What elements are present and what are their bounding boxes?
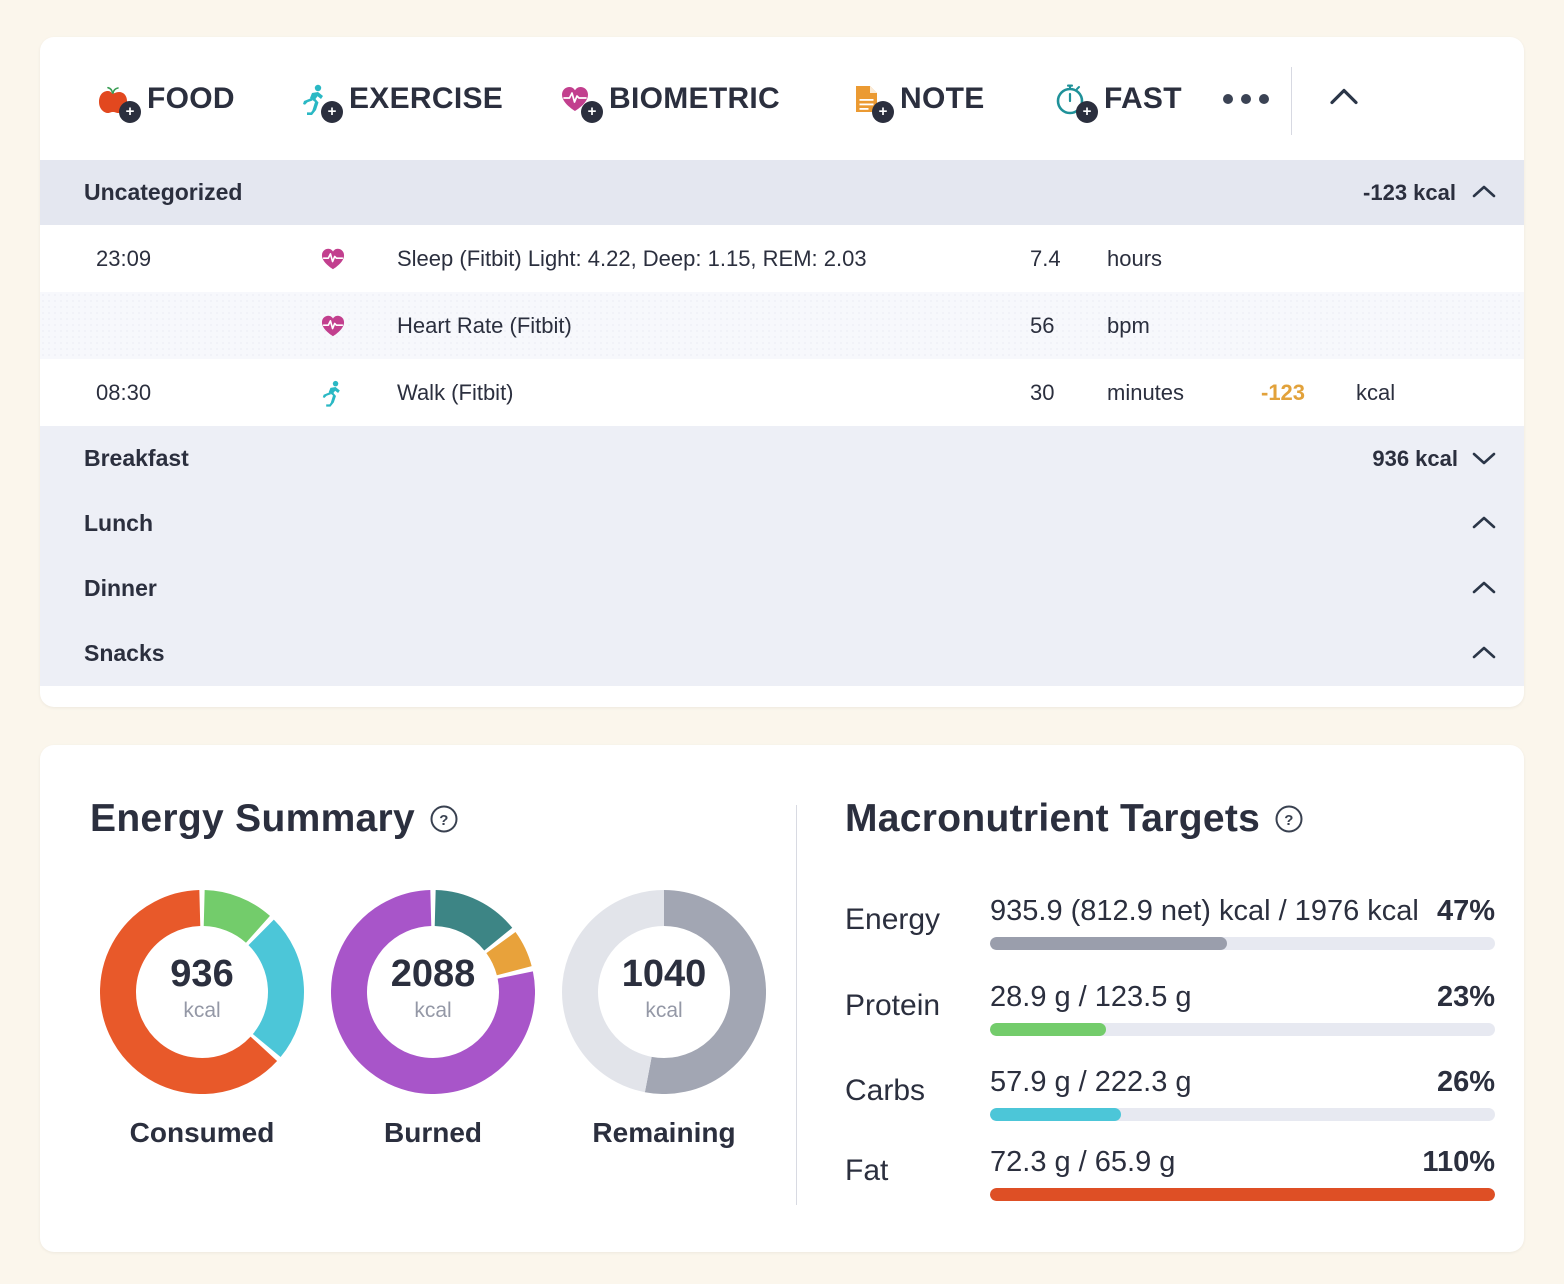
svg-text:kcal: kcal: [414, 999, 451, 1022]
svg-text:1040: 1040: [622, 953, 707, 995]
svg-text:936: 936: [170, 953, 233, 995]
svg-text:?: ?: [439, 812, 448, 829]
svg-text:?: ?: [1284, 812, 1293, 829]
svg-text:2088: 2088: [391, 953, 476, 995]
svg-text:kcal: kcal: [645, 999, 682, 1022]
svg-text:kcal: kcal: [183, 999, 220, 1022]
